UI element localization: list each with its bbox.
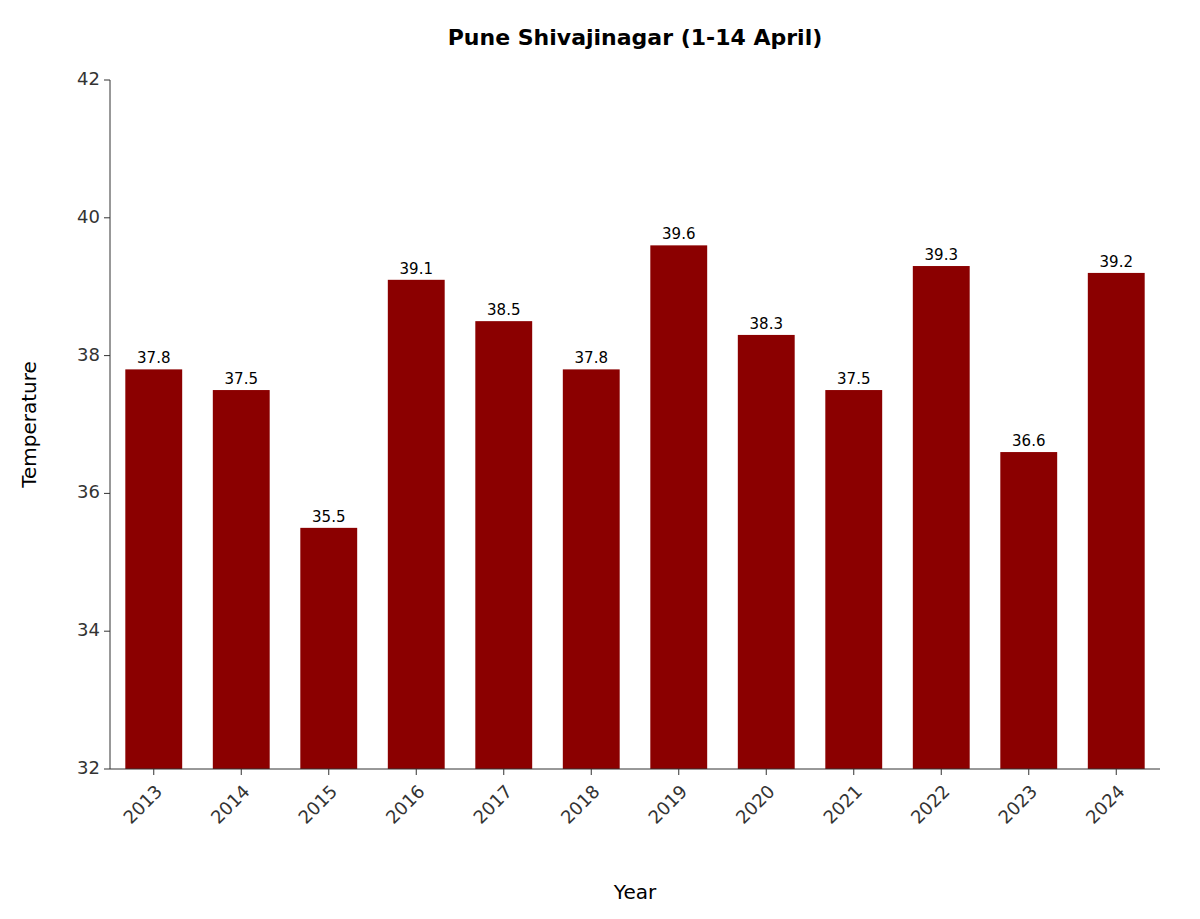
bar: [475, 321, 532, 769]
bar: [738, 335, 795, 769]
x-tick: [678, 769, 679, 775]
data-label: 37.5: [225, 370, 258, 388]
data-label: 39.1: [400, 260, 433, 278]
bar: [563, 369, 620, 769]
y-tick-label: 40: [77, 206, 100, 227]
bar: [125, 369, 182, 769]
x-tick: [241, 769, 242, 775]
data-label: 38.5: [487, 301, 520, 319]
data-label: 37.8: [137, 349, 170, 367]
y-tick-label: 38: [77, 344, 100, 365]
data-label: 35.5: [312, 508, 345, 526]
x-tick: [328, 769, 329, 775]
bar: [650, 245, 707, 769]
axes: 32 34 36 38 40 42 2013 2014 2015 2016 2017 2018 2019…: [77, 68, 1160, 828]
y-tick-label: 32: [77, 757, 100, 778]
y-tick: [104, 80, 110, 81]
bar: [388, 280, 445, 769]
x-tick: [1028, 769, 1029, 775]
data-label: 39.2: [1100, 253, 1133, 271]
x-tick: [153, 769, 154, 775]
x-tick: [766, 769, 767, 775]
x-tick-label: 2020: [731, 781, 778, 828]
bar: [913, 266, 970, 769]
x-tick-label: 2021: [819, 781, 866, 828]
chart-container: 32 34 36 38 40 42 2013 2014 2015 2016 2017 2018 2019…: [0, 0, 1200, 919]
data-label: 37.5: [837, 370, 870, 388]
x-tick-label: 2024: [1081, 781, 1128, 828]
x-tick-label: 2014: [206, 781, 253, 828]
x-tick-label: 2013: [119, 781, 166, 828]
x-tick-label: 2015: [294, 781, 341, 828]
x-tick: [941, 769, 942, 775]
y-tick-label: 36: [77, 481, 100, 502]
bar: [1088, 273, 1145, 769]
x-tick-label: 2022: [906, 781, 953, 828]
y-tick: [104, 769, 110, 770]
y-tick-label: 42: [77, 68, 100, 89]
x-tick: [1116, 769, 1117, 775]
y-tick: [104, 493, 110, 494]
chart-svg: 32 34 36 38 40 42 2013 2014 2015 2016 2017 2018 2019…: [0, 0, 1200, 919]
bar: [825, 390, 882, 769]
x-tick-label: 2017: [469, 781, 516, 828]
data-label: 39.3: [925, 246, 958, 264]
data-labels: 37.8 37.5 35.5 39.1 38.5 37.8 39.6 38.3 37.5 39.3…: [137, 225, 1133, 525]
data-label: 36.6: [1012, 432, 1045, 450]
bars: [125, 245, 1144, 769]
y-axis-label: Temperature: [17, 361, 41, 489]
data-label: 39.6: [662, 225, 695, 243]
x-tick-label: 2019: [644, 781, 691, 828]
bar: [213, 390, 270, 769]
data-label: 37.8: [575, 349, 608, 367]
y-axis-line: [110, 80, 111, 769]
x-axis-line: [110, 769, 1160, 770]
y-tick: [104, 355, 110, 356]
data-label: 38.3: [750, 315, 783, 333]
x-tick: [591, 769, 592, 775]
title: Pune Shivajinagar (1-14 April): [448, 25, 822, 50]
x-axis-label: Year: [613, 880, 657, 904]
x-tick-label: 2018: [556, 781, 603, 828]
bar: [300, 528, 357, 769]
y-tick-label: 34: [77, 619, 100, 640]
y-tick: [104, 217, 110, 218]
x-tick: [853, 769, 854, 775]
x-tick-label: 2016: [381, 781, 428, 828]
y-tick: [104, 631, 110, 632]
x-tick-label: 2023: [994, 781, 1041, 828]
x-tick: [503, 769, 504, 775]
x-tick: [416, 769, 417, 775]
bar: [1000, 452, 1057, 769]
